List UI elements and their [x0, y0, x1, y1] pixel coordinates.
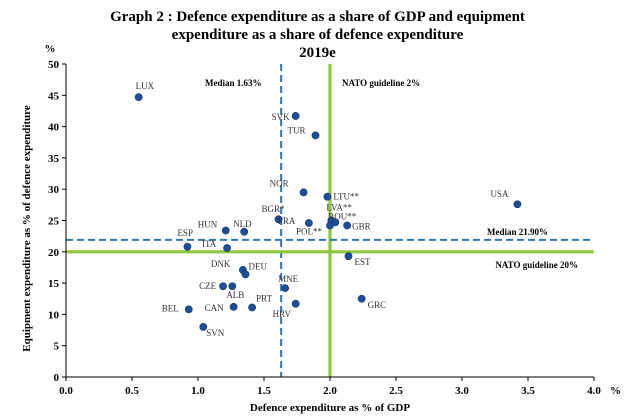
reference-line-label-4: NATO guideline 20%	[495, 260, 578, 270]
data-point-usa	[513, 200, 522, 209]
data-point-label-bel: BEL	[162, 303, 179, 313]
data-point-cze	[219, 282, 227, 291]
x-tick-label: 1.5	[257, 385, 271, 397]
y-tick-label: 0	[54, 372, 60, 384]
data-point-nld	[240, 227, 249, 236]
data-point-label-mne: MNE	[278, 274, 299, 284]
data-point-est	[344, 252, 353, 261]
y-tick-label: 10	[48, 309, 60, 321]
data-point-label-grc: GRC	[368, 300, 387, 310]
data-point-fra	[304, 219, 313, 227]
data-point-label-hun: HUN	[198, 220, 218, 230]
data-point-hun	[221, 226, 230, 235]
data-point-label-gbr: GBR	[352, 222, 371, 232]
data-point-svk	[291, 112, 300, 120]
data-point-label-svn: SVN	[206, 328, 225, 338]
x-tick-label: 2.5	[389, 385, 403, 397]
y-tick-label: 15	[48, 278, 60, 290]
data-point-label-bgr: BGR*	[262, 204, 286, 214]
reference-line-label-1: Median 1.63%	[205, 78, 262, 88]
data-point-esp	[183, 242, 192, 251]
data-point-label-alb: ALB	[226, 290, 244, 300]
data-point-label-tur: TUR	[287, 125, 305, 135]
data-point-label-cze: CZE	[199, 281, 217, 291]
data-point-label-rou: ROU**	[328, 211, 357, 221]
data-point-label-est: EST	[354, 257, 371, 267]
axes: 0 5 10 15 20 25 30 35 40 45 50 0.0 0.5 1.0 1.5 2.0 2.5 3.…	[21, 43, 621, 414]
data-point-pol	[326, 221, 334, 230]
reference-line-label-3: Median 21.90%	[487, 227, 548, 237]
data-point-label-esp: ESP	[177, 228, 193, 238]
data-point-grc	[357, 294, 366, 303]
data-point-can	[229, 302, 238, 311]
data-point-tur	[311, 131, 320, 140]
y-tick-label: 45	[48, 90, 60, 102]
reference-line-label-2: NATO guideline 2%	[342, 78, 420, 88]
y-tick-label: 30	[48, 184, 60, 196]
data-point-svn	[199, 323, 208, 331]
chart-title-line-1: Graph 2 : Defence expenditure as a share…	[110, 9, 525, 25]
y-tick-label: 25	[48, 216, 60, 228]
data-point-deu	[241, 270, 250, 279]
data-point-label-nld: NLD	[233, 219, 252, 229]
data-point-label-pol: POL**	[296, 227, 323, 237]
data-point-mne	[281, 284, 290, 293]
data-point-hrv	[291, 299, 300, 308]
data-point-label-ita: ITA	[202, 239, 217, 249]
data-point-prt	[248, 303, 257, 312]
x-axis-title: Defence expenditure as % of GDP	[250, 402, 410, 414]
data-point-label-deu: DEU	[249, 261, 268, 271]
y-tick-label: 50	[48, 59, 60, 71]
data-point-label-hrv: HRV	[273, 309, 292, 319]
x-unit-label: %	[610, 385, 621, 397]
data-point-label-lux: LUX	[136, 81, 155, 91]
data-point-ita	[223, 244, 231, 252]
data-point-label-svk: SVK	[272, 112, 291, 122]
data-point-label-can: CAN	[205, 303, 225, 313]
data-point-gbr	[343, 221, 352, 230]
x-tick-label: 4.0	[587, 385, 601, 397]
x-tick-label: 1.0	[191, 385, 205, 397]
data-point-label-ltu: LTU**	[333, 192, 359, 202]
chart-title-line-2: expenditure as a share of defence expend…	[171, 27, 464, 43]
y-axis-title: Equipment expenditure as % of defence ex…	[21, 105, 33, 352]
y-tick-label: 35	[48, 153, 60, 165]
data-point-alb	[228, 282, 237, 291]
data-point-label-prt: PRT	[256, 294, 272, 304]
data-point-nor	[299, 188, 308, 197]
data-point-label-usa: USA	[490, 189, 509, 199]
x-tick-label: 0.5	[125, 385, 139, 397]
x-tick-label: 2.0	[323, 385, 337, 397]
data-point-bgr	[274, 215, 283, 224]
y-tick-label: 5	[54, 341, 60, 353]
data-point-label-fra: FRA	[278, 216, 296, 226]
x-tick-label: 3.5	[521, 385, 535, 397]
y-tick-label: 40	[48, 122, 60, 134]
data-point-label-dnk: DNK	[211, 259, 231, 269]
x-tick-label: 0.0	[59, 385, 73, 397]
data-point-label-lva: LVA**	[326, 203, 352, 213]
data-point-bel	[184, 305, 193, 314]
data-point-ltu	[323, 192, 332, 201]
y-tick-label: 20	[48, 247, 60, 259]
x-tick-label: 3.0	[455, 385, 469, 397]
chart-title-line-3: 2019e	[299, 45, 336, 61]
y-unit-label: %	[45, 43, 56, 55]
annotations: Median 1.63% NATO guideline 2% Median 21.9…	[136, 78, 578, 338]
data-point-lux	[134, 93, 143, 102]
data-point-label-nor: NOR	[270, 178, 289, 188]
data-points	[134, 93, 522, 331]
